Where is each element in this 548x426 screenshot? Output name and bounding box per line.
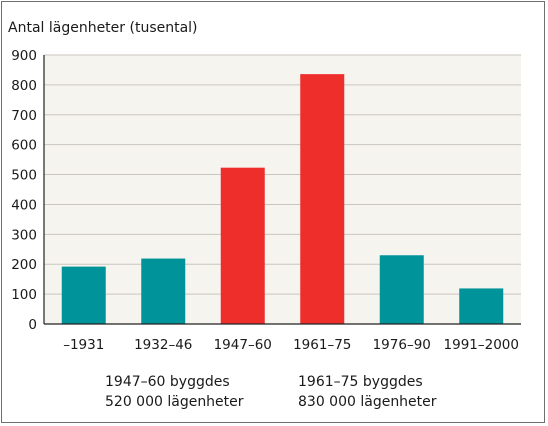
y-tick-label-200: 200 bbox=[11, 257, 37, 273]
y-tick-label-0: 0 bbox=[28, 317, 37, 333]
gridlines bbox=[44, 54, 521, 295]
y-tick-label-500: 500 bbox=[11, 168, 37, 184]
bar-1 bbox=[141, 258, 186, 324]
bar-4 bbox=[379, 255, 424, 324]
x-tick-label-2: 1947–60 bbox=[214, 337, 272, 353]
annotation-1947-60-line2: 520 000 lägenheter bbox=[105, 394, 244, 410]
y-tick-label-700: 700 bbox=[11, 108, 37, 124]
y-tick-labels: 0 100 200 300 400 500 600 700 800 900 bbox=[11, 48, 37, 333]
x-tick-label-0: –1931 bbox=[63, 337, 104, 353]
bar-5 bbox=[459, 288, 504, 324]
x-tick-labels: –1931 1932–46 1947–60 1961–75 1976–90 1991–20… bbox=[63, 337, 519, 353]
y-tick-label-900: 900 bbox=[11, 48, 37, 64]
y-tick-label-300: 300 bbox=[11, 227, 37, 243]
x-tick-label-3: 1961–75 bbox=[293, 337, 351, 353]
annotation-1947-60-line1: 1947–60 byggdes bbox=[105, 374, 230, 390]
bars bbox=[61, 74, 504, 324]
y-axis-label: Antal lägenheter (tusental) bbox=[8, 20, 198, 36]
bar-3 bbox=[300, 74, 345, 324]
annotation-1961-75-line1: 1961–75 byggdes bbox=[298, 374, 423, 390]
annotation-1961-75-line2: 830 000 lägenheter bbox=[298, 394, 437, 410]
plot-area bbox=[44, 55, 521, 324]
bar-0 bbox=[61, 266, 106, 324]
annotation-1947-60: 1947–60 byggdes 520 000 lägenheter bbox=[105, 374, 244, 410]
y-tick-label-400: 400 bbox=[11, 197, 37, 213]
bar-2 bbox=[220, 167, 265, 324]
x-tick-label-4: 1976–90 bbox=[373, 337, 431, 353]
y-tick-label-600: 600 bbox=[11, 138, 37, 154]
x-tick-label-5: 1991–2000 bbox=[444, 337, 519, 353]
x-tick-label-1: 1932–46 bbox=[134, 337, 192, 353]
y-tick-label-100: 100 bbox=[11, 287, 37, 303]
annotation-1961-75: 1961–75 byggdes 830 000 lägenheter bbox=[298, 374, 437, 410]
y-tick-label-800: 800 bbox=[11, 78, 37, 94]
